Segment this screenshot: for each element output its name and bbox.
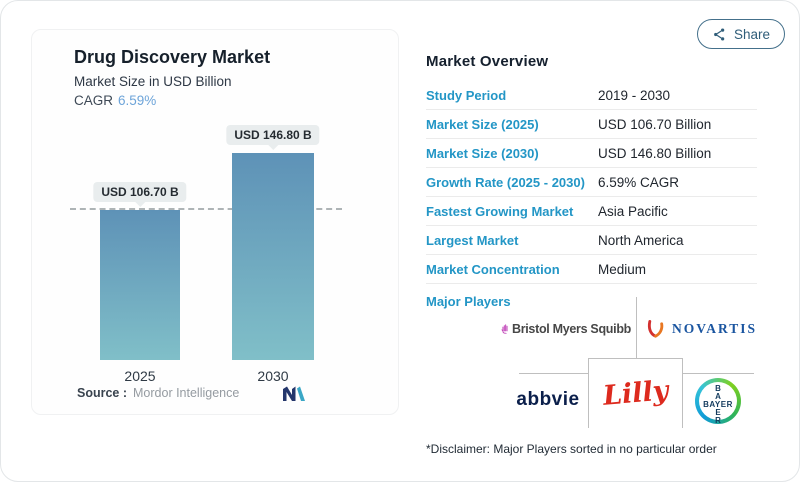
row-label: Study Period bbox=[426, 87, 507, 103]
players-divider-vertical bbox=[636, 297, 637, 358]
cagr-line: CAGR 6.59% bbox=[74, 93, 156, 108]
chart-card: Drug Discovery Market Market Size in USD… bbox=[31, 29, 399, 415]
row-label: Market Size (2030) bbox=[426, 145, 539, 161]
table-row: Market Concentration Medium bbox=[426, 255, 757, 284]
table-row: Study Period 2019 - 2030 bbox=[426, 81, 757, 110]
bar-value-bubble: USD 106.70 B bbox=[93, 182, 187, 202]
row-value: 6.59% CAGR bbox=[598, 174, 680, 190]
overview-heading: Market Overview bbox=[426, 53, 549, 70]
bar-value-label: USD 106.70 B bbox=[101, 185, 179, 199]
novartis-wordmark: NOVARTIS bbox=[672, 321, 758, 336]
bayer-letter: E bbox=[715, 408, 721, 417]
major-players-label: Major Players bbox=[426, 294, 511, 309]
table-row: Fastest Growing Market Asia Pacific bbox=[426, 197, 757, 226]
source-label: Source : bbox=[77, 386, 128, 400]
bms-wordmark: Bristol Myers Squibb bbox=[511, 322, 631, 336]
players-divider-horizontal-left bbox=[519, 373, 588, 374]
row-value: Asia Pacific bbox=[598, 203, 668, 219]
cagr-value: 6.59% bbox=[118, 93, 157, 108]
bayer-letter: B bbox=[715, 384, 721, 393]
chart-subtitle: Market Size in USD Billion bbox=[74, 74, 232, 89]
x-axis-label-2025: 2025 bbox=[124, 368, 156, 384]
novartis-logo: NOVARTIS bbox=[646, 315, 757, 343]
overview-table: Study Period 2019 - 2030 Market Size (20… bbox=[426, 81, 757, 284]
chart-title: Drug Discovery Market bbox=[74, 47, 271, 67]
row-label: Fastest Growing Market bbox=[426, 203, 574, 219]
table-row: Market Size (2030) USD 146.80 Billion bbox=[426, 139, 757, 168]
bar-value-label: USD 146.80 B bbox=[234, 128, 312, 142]
abbvie-wordmark: abbvie bbox=[516, 389, 580, 410]
reference-dashed-line bbox=[70, 208, 342, 210]
novartis-flame-icon bbox=[647, 319, 664, 338]
mordor-intelligence-logo bbox=[283, 386, 305, 401]
bar-value-bubble: USD 146.80 B bbox=[226, 125, 320, 145]
bayer-letter: A bbox=[715, 392, 721, 401]
row-label: Largest Market bbox=[426, 232, 519, 248]
row-value: USD 106.70 Billion bbox=[598, 116, 712, 132]
row-label: Market Concentration bbox=[426, 261, 560, 277]
bms-hand-icon bbox=[501, 324, 508, 334]
share-button[interactable]: Share bbox=[697, 19, 786, 49]
row-value: North America bbox=[598, 232, 684, 248]
row-label: Growth Rate (2025 - 2030) bbox=[426, 174, 585, 190]
bayer-word: BAYER bbox=[703, 400, 733, 409]
row-label: Market Size (2025) bbox=[426, 116, 539, 132]
row-value: 2019 - 2030 bbox=[598, 87, 671, 103]
share-label: Share bbox=[734, 26, 771, 42]
cagr-label: CAGR bbox=[74, 93, 114, 108]
source-value: Mordor Intelligence bbox=[133, 386, 240, 400]
bayer-logo: B A BAYER E R bbox=[695, 378, 741, 425]
players-divider-horizontal-right bbox=[683, 373, 754, 374]
lilly-wordmark: Lilly bbox=[601, 375, 670, 412]
table-row: Growth Rate (2025 - 2030) 6.59% CAGR bbox=[426, 168, 757, 197]
share-icon bbox=[714, 28, 725, 40]
lilly-box: Lilly bbox=[588, 358, 683, 428]
bar-2030: USD 146.80 B bbox=[226, 125, 320, 360]
table-row: Market Size (2025) USD 106.70 Billion bbox=[426, 110, 757, 139]
bayer-letter: R bbox=[715, 416, 721, 425]
disclaimer-text: *Disclaimer: Major Players sorted in no … bbox=[426, 442, 717, 456]
bayer-cross-icon: B A BAYER E R bbox=[699, 382, 737, 425]
row-value: USD 146.80 Billion bbox=[598, 145, 712, 161]
bar-2025: USD 106.70 B bbox=[93, 182, 187, 360]
table-row: Largest Market North America bbox=[426, 226, 757, 255]
source-row: Source : Mordor Intelligence bbox=[77, 386, 239, 400]
row-value: Medium bbox=[598, 261, 647, 277]
x-axis-label-2030: 2030 bbox=[257, 368, 289, 384]
bristol-myers-squibb-logo: Bristol Myers Squibb bbox=[501, 313, 631, 345]
